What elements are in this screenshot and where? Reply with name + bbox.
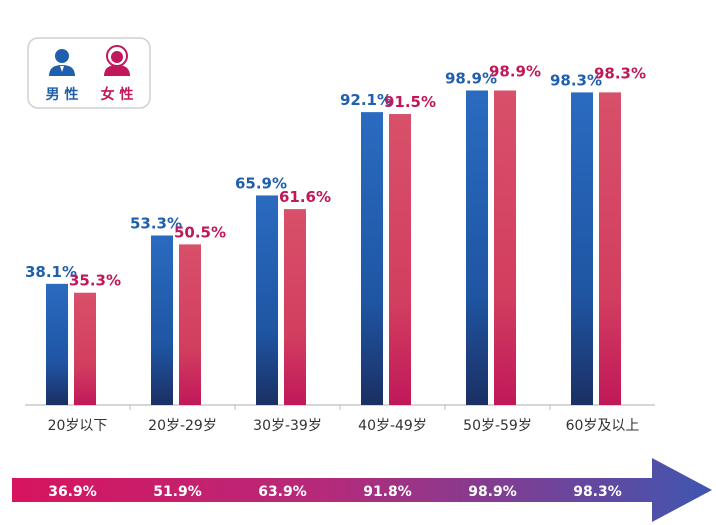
overall-label-0: 36.9%	[48, 484, 97, 500]
x-tick-label-0: 20岁以下	[48, 418, 108, 434]
bar-male-3	[361, 112, 383, 405]
overall-labels-group: 36.9% 51.9% 63.9% 91.8% 98.9% 98.3%	[48, 484, 622, 500]
overall-label-1: 51.9%	[153, 484, 202, 500]
bar-female-3	[389, 114, 411, 405]
value-label-female-5: 98.3%	[594, 64, 646, 82]
x-tick-label-2: 30岁-39岁	[253, 418, 322, 434]
bar-male-5	[571, 92, 593, 405]
bar-male-0	[46, 283, 68, 405]
value-label-male-3: 92.1%	[340, 91, 392, 109]
bar-female-0	[74, 292, 96, 405]
bar-male-4	[466, 90, 488, 406]
bar-male-1	[151, 235, 173, 405]
bar-male-2	[256, 195, 278, 405]
overall-arrow-shape	[12, 458, 712, 522]
value-label-male-5: 98.3%	[550, 71, 602, 89]
bar-female-1	[179, 244, 201, 405]
overall-label-3: 91.8%	[363, 484, 412, 500]
value-label-female-4: 98.9%	[489, 62, 541, 80]
x-tick-label-3: 40岁-49岁	[358, 418, 427, 434]
bars-group: 38.1%35.3% 53.3%50.5% 65.9%61.6% 92.1%91.5%…	[25, 62, 646, 406]
overall-arrow	[12, 458, 712, 522]
value-label-male-0: 38.1%	[25, 263, 77, 281]
value-label-female-1: 50.5%	[174, 223, 226, 241]
legend-male-label: 男 性	[46, 86, 79, 103]
x-tick-label-1: 20岁-29岁	[148, 418, 217, 434]
value-label-female-3: 91.5%	[384, 93, 436, 111]
overall-label-4: 98.9%	[468, 484, 517, 500]
value-label-female-0: 35.3%	[69, 272, 121, 290]
value-label-female-2: 61.6%	[279, 188, 331, 206]
female-person-icon	[104, 45, 130, 76]
legend-female-label: 女 性	[101, 86, 134, 103]
legend: 男 性 女 性	[27, 37, 151, 109]
bar-female-5	[599, 92, 621, 405]
value-label-male-1: 53.3%	[130, 215, 182, 233]
bar-female-4	[494, 90, 516, 406]
overall-label-2: 63.9%	[258, 484, 307, 500]
male-person-icon	[49, 49, 75, 76]
x-tick-label-5: 60岁及以上	[566, 418, 640, 434]
value-label-male-4: 98.9%	[445, 69, 497, 87]
bar-female-2	[284, 209, 306, 405]
value-label-male-2: 65.9%	[235, 174, 287, 192]
x-tick-label-4: 50岁-59岁	[463, 418, 532, 434]
tick-group: 20岁以下 20岁-29岁 30岁-39岁 40岁-49岁 50岁-59岁 60岁及以上	[48, 405, 640, 434]
overall-label-5: 98.3%	[573, 484, 622, 500]
